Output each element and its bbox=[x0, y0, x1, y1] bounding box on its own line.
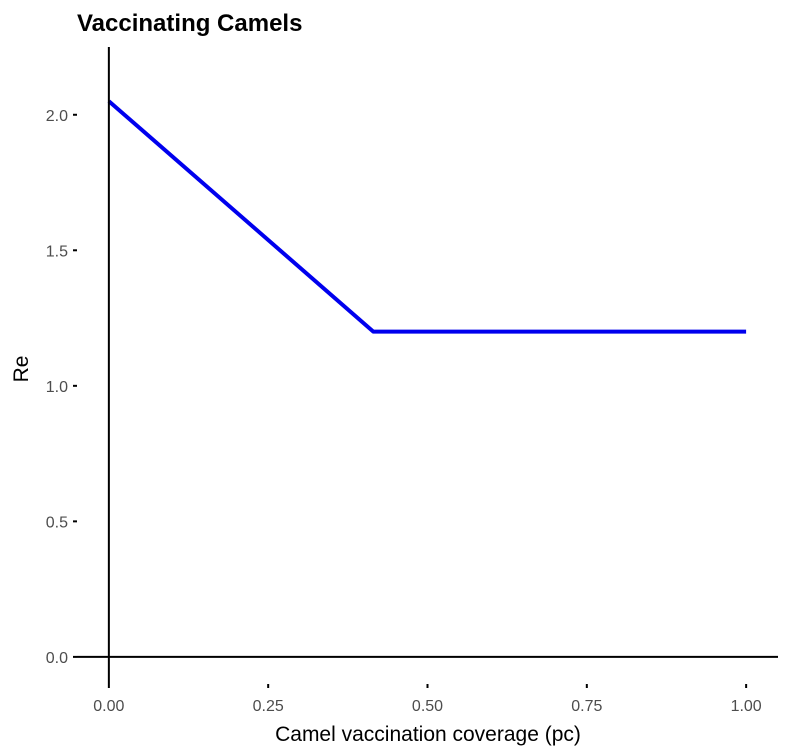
y-tick-label: 2.0 bbox=[46, 108, 68, 125]
series-line-1 bbox=[107, 99, 747, 334]
y-tick-label: 1.5 bbox=[46, 243, 68, 260]
y-axis-title: Re bbox=[10, 356, 33, 383]
y-tick-label: 0.5 bbox=[46, 514, 68, 531]
y-tick-label: 1.0 bbox=[46, 379, 68, 396]
chart-title: Vaccinating Camels bbox=[77, 10, 302, 37]
plot-area bbox=[77, 47, 778, 684]
x-tick-label: 0.00 bbox=[93, 698, 124, 715]
x-axis-ticks: 0.00 0.25 0.50 0.75 1.00 bbox=[93, 684, 762, 715]
x-tick-label: 0.75 bbox=[571, 698, 602, 715]
x-tick-label: 1.00 bbox=[731, 698, 762, 715]
x-tick-label: 0.50 bbox=[412, 698, 443, 715]
series-layer bbox=[107, 99, 747, 334]
y-tick-label: 0.0 bbox=[46, 650, 68, 667]
x-axis-title: Camel vaccination coverage (pc) bbox=[275, 723, 581, 746]
x-tick-label: 0.25 bbox=[253, 698, 284, 715]
y-axis-ticks: 0.0 0.5 1.0 1.5 2.0 bbox=[46, 108, 77, 667]
